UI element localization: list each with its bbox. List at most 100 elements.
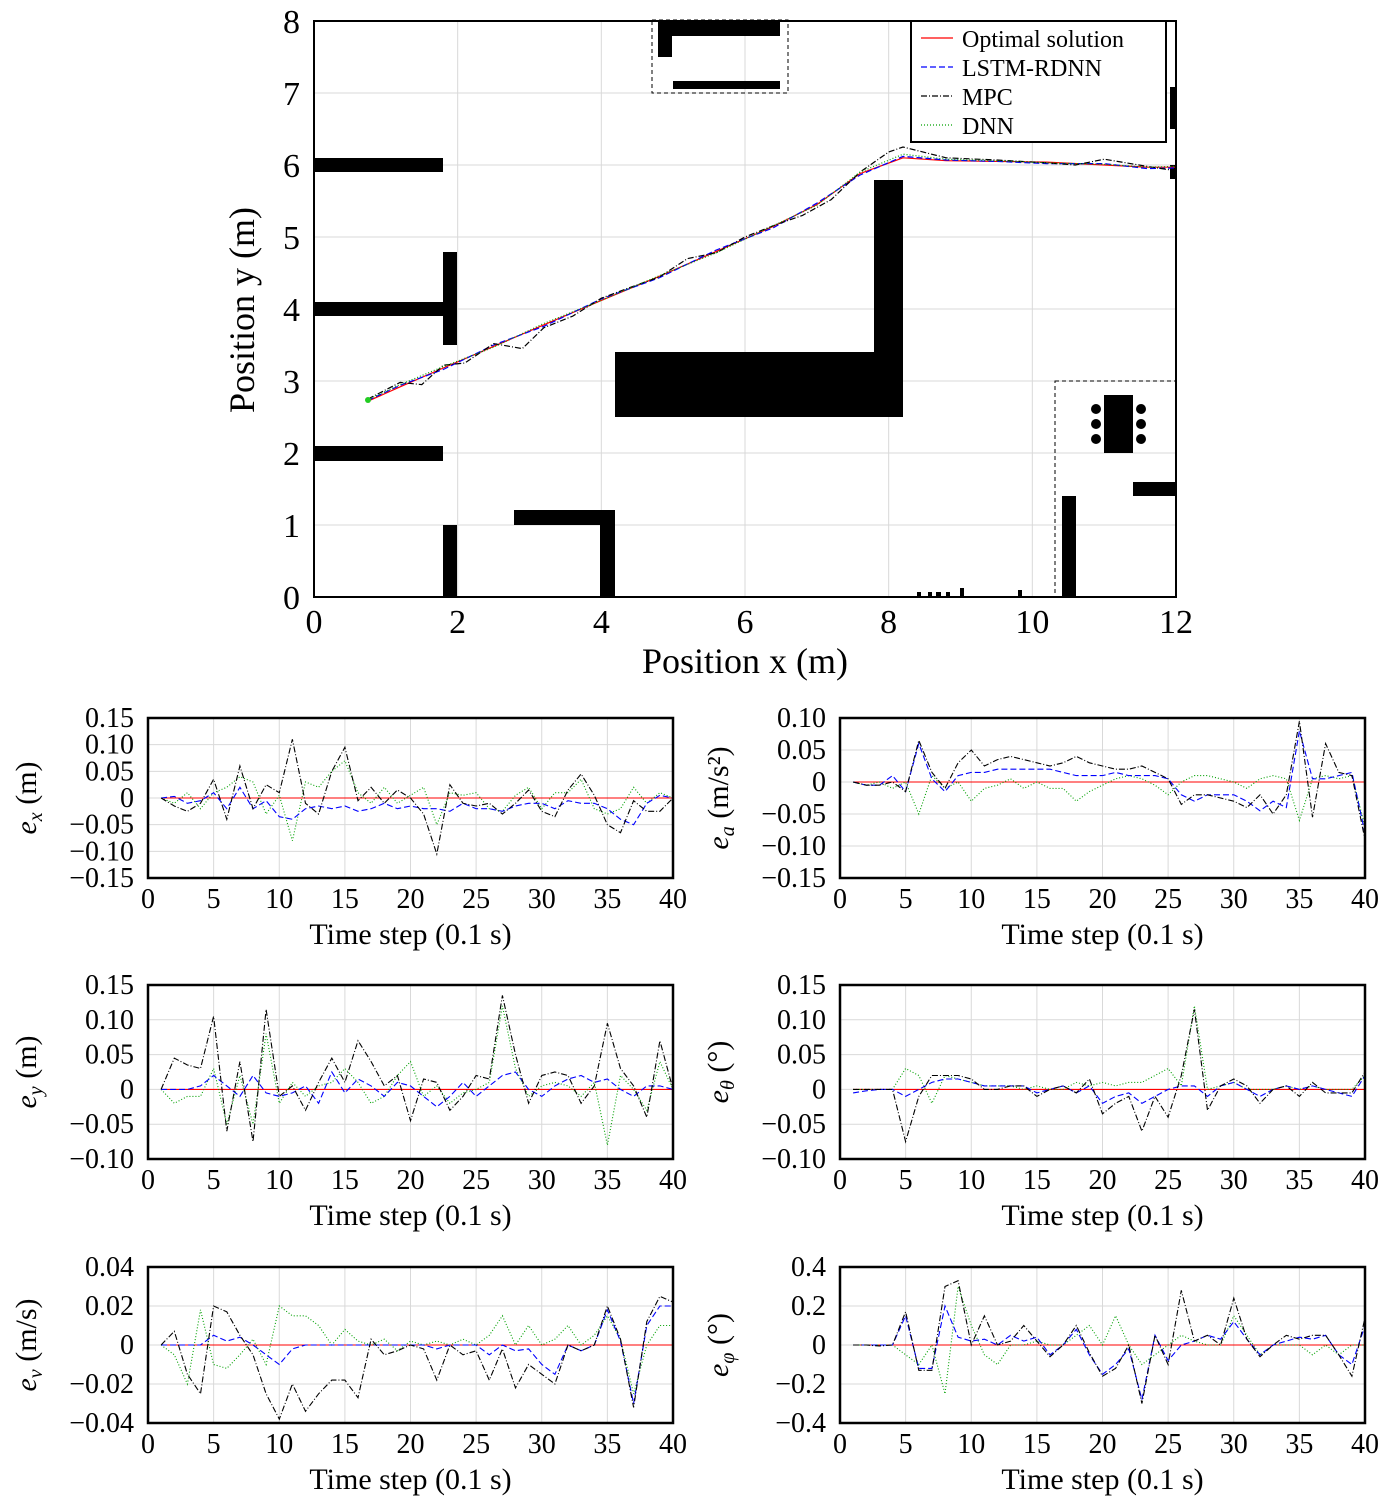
map-obstacles <box>314 19 1177 598</box>
x-tick-label: 10 <box>957 1165 985 1196</box>
y-tick-label: 8 <box>283 4 300 41</box>
series-line-mpc <box>160 739 674 857</box>
right-room-post <box>1062 496 1076 597</box>
series-line-mpc <box>160 1295 674 1421</box>
series-line-mpc <box>852 721 1366 840</box>
x-tick-label: 10 <box>1015 604 1049 641</box>
x-tick-label: 15 <box>331 1429 359 1460</box>
x-tick-label: 40 <box>659 1165 687 1196</box>
subplot-etheta: 0 5 10 15 20 25 30 35 40−0.10−0.0500.050.100.15T… <box>702 970 1379 1232</box>
y-tick-label: 0 <box>120 783 134 814</box>
x-tick-label: 0 <box>833 1429 847 1460</box>
x-tick-label: 0 <box>141 1429 155 1460</box>
y-axis-label: eθ (°) <box>702 1041 739 1104</box>
y-axis-label: ev (m/s) <box>10 1298 47 1391</box>
x-tick-label: 0 <box>833 884 847 915</box>
y-tick-label: 0 <box>120 1330 134 1361</box>
legend: Optimal solution LSTM-RDNN MPC DNN <box>910 20 1167 143</box>
x-tick-label: 10 <box>265 1429 293 1460</box>
x-tick-label: 15 <box>1023 884 1051 915</box>
x-axis-label: Time step (0.1 s) <box>1001 1199 1203 1232</box>
x-tick-label: 8 <box>880 604 897 641</box>
y-tick-label: −0.10 <box>69 836 134 867</box>
y-tick-label: 0.10 <box>85 730 134 761</box>
wall-left-bottom <box>314 446 443 461</box>
y-tick-label: 0 <box>812 767 826 798</box>
y-tick-label: −0.05 <box>69 810 134 841</box>
x-tick-label: 5 <box>207 1165 221 1196</box>
x-tick-label: 30 <box>1220 1429 1248 1460</box>
axes-frame <box>838 983 1367 1161</box>
x-tick-label: 4 <box>593 604 610 641</box>
y-tick-label: 0.15 <box>777 970 826 1001</box>
x-tick-label: 5 <box>207 884 221 915</box>
x-tick-label: 35 <box>593 884 621 915</box>
x-tick-label: 10 <box>957 884 985 915</box>
series-line-dnn <box>853 1286 1365 1394</box>
x-tick-label: 25 <box>1154 884 1182 915</box>
y-tick-label: 2 <box>283 436 300 473</box>
y-tick-label: 5 <box>283 220 300 257</box>
floor-debris <box>1018 590 1022 597</box>
x-axis-label: Time step (0.1 s) <box>309 1463 511 1496</box>
floor-debris <box>917 592 921 597</box>
top-structure-lower-bar <box>673 81 780 89</box>
x-tick-label: 20 <box>397 1429 425 1460</box>
x-tick-label: 30 <box>528 1165 556 1196</box>
y-tick-label: 0 <box>812 1074 826 1105</box>
x-tick-label: 0 <box>141 884 155 915</box>
x-tick-label: 40 <box>659 884 687 915</box>
x-tick-label: 40 <box>1351 884 1379 915</box>
x-tick-label: 12 <box>1159 604 1193 641</box>
right-table <box>1104 395 1133 453</box>
x-tick-label: 30 <box>1220 1165 1248 1196</box>
legend-label-lstm: LSTM-RDNN <box>962 56 1102 82</box>
y-tick-label: 0.15 <box>85 970 134 1001</box>
x-tick-label: 10 <box>265 884 293 915</box>
right-edge-marker <box>1170 87 1176 129</box>
y-tick-label: −0.10 <box>69 1144 134 1175</box>
top-structure-stub <box>658 22 672 57</box>
chair <box>1136 434 1146 444</box>
x-tick-label: 35 <box>1285 1165 1313 1196</box>
legend-box <box>910 20 1167 143</box>
chair <box>1091 404 1101 414</box>
x-tick-label: 0 <box>833 1165 847 1196</box>
chair <box>1136 419 1146 429</box>
y-tick-label: 6 <box>283 148 300 185</box>
x-tick-label: 40 <box>659 1429 687 1460</box>
x-tick-label: 5 <box>207 1429 221 1460</box>
x-tick-label: 5 <box>899 1165 913 1196</box>
x-tick-label: 35 <box>593 1165 621 1196</box>
grid <box>839 984 1366 1160</box>
start-point <box>365 397 371 403</box>
series-line-lstm <box>852 730 1366 834</box>
y-tick-label: 3 <box>283 364 300 401</box>
subplot-ey: 0 5 10 15 20 25 30 35 40−0.10−0.0500.050.100.15T… <box>10 970 687 1232</box>
x-tick-label: 30 <box>1220 884 1248 915</box>
y-tick-label: −0.10 <box>761 1144 826 1175</box>
x-tick-label: 20 <box>1089 1165 1117 1196</box>
y-tick-label: 0.05 <box>777 1040 826 1071</box>
series-line-dnn <box>367 153 1177 401</box>
x-tick-label: 0 <box>306 604 323 641</box>
right-edge-marker <box>1170 165 1176 179</box>
wall-bottom-l-side <box>600 510 615 597</box>
y-tick-label: −0.15 <box>69 863 134 894</box>
subplot-ex: 0 5 10 15 20 25 30 35 40−0.15−0.10−0.0500.050.10… <box>10 703 687 951</box>
y-tick-label: −0.2 <box>775 1369 826 1400</box>
x-tick-label: 0 <box>141 1165 155 1196</box>
subplot-ea: 0 5 10 15 20 25 30 35 40−0.15−0.10−0.0500.050.10… <box>702 703 1379 951</box>
center-pillar <box>874 180 903 417</box>
x-tick-label: 2 <box>449 604 466 641</box>
wall-bottom-l-top <box>514 510 615 525</box>
y-tick-label: 4 <box>283 292 300 329</box>
x-tick-label: 40 <box>1351 1429 1379 1460</box>
chair <box>1136 404 1146 414</box>
y-tick-label: 1 <box>283 508 300 545</box>
x-tick-label: 20 <box>397 1165 425 1196</box>
x-tick-label: 25 <box>462 1429 490 1460</box>
y-tick-label: 0.10 <box>777 703 826 734</box>
